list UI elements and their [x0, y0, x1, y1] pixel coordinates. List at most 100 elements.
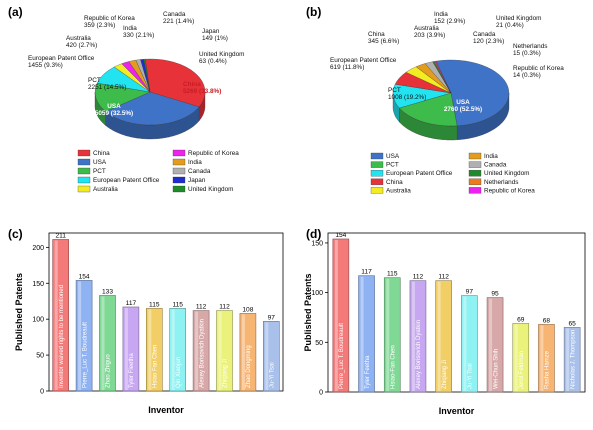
bar-wei-chun-shih — [486, 297, 504, 393]
bar-value-label: 112 — [438, 274, 449, 281]
bar-value-label: 95 — [491, 291, 499, 298]
bar-highlight — [78, 281, 82, 390]
bar-inventor-waived-rights-to-be-mentioned — [52, 239, 70, 392]
bar-category-label: Zhao Dongming — [246, 345, 252, 388]
legend-swatch-netherlands — [468, 178, 482, 185]
legend-entry-pct: PCT — [386, 162, 399, 169]
panel-label: (b) — [306, 5, 321, 19]
legend-entry-canada: Canada — [484, 162, 507, 169]
bar-hsiao-fan-chen — [383, 277, 401, 393]
y-tick-label: 0 — [319, 390, 323, 397]
y-tick-label: 50 — [36, 353, 44, 360]
bar-highlight — [265, 322, 269, 390]
slice-label-republic-of-korea: Republic of Korea 359 (2.3%) — [84, 15, 135, 29]
panel-label: (a) — [8, 5, 23, 19]
bar-highlight — [514, 324, 518, 391]
bar-highlight — [334, 239, 338, 391]
legend-swatch-usa — [370, 152, 384, 160]
pie-slice-pct — [94, 82, 151, 112]
y-axis-label: Published Patents — [303, 273, 313, 351]
bar-highlight — [148, 309, 152, 390]
bar-tyler-feetha — [358, 275, 375, 393]
bar-highlight — [218, 311, 222, 390]
bar-highlight — [54, 240, 58, 390]
bar-category-label: Nicholas J. Thompson — [570, 330, 576, 389]
slice-label-australia: Australia 420 (2.7%) — [66, 35, 97, 49]
y-tick-label: 0 — [40, 389, 44, 396]
bar-category-label: Qin Xiaojun — [176, 357, 182, 388]
slice-label-japan: Japan 149 (1%) — [202, 28, 228, 42]
bar-alexey-borisovich-dyatkin — [192, 310, 210, 392]
legend-swatch-india — [468, 152, 482, 160]
legend-entry-united-kingdom: United Kingdom — [188, 186, 233, 193]
bar-zhao-dongming — [239, 313, 257, 392]
bar-qin-xiaojun — [169, 308, 186, 392]
legend-swatch-china — [77, 149, 91, 157]
legend-swatch-republic-of-korea — [468, 187, 482, 194]
y-tick-label: 100 — [311, 290, 323, 297]
bar-highlight — [411, 281, 415, 391]
bar-value-label: 112 — [413, 274, 424, 281]
bar-value-label: 65 — [568, 320, 576, 327]
legend-entry-india: India — [188, 159, 202, 166]
legend-entry-pct: PCT — [93, 168, 106, 175]
slice-label-australia: Australia 203 (3.9%) — [414, 25, 445, 39]
legend-entry-republic-of-korea: Republic of Korea — [484, 187, 535, 194]
pie-chart-b: (b) USA 2760 (52.5%) PCT 1008 (19.2%) Europea… — [306, 5, 564, 194]
bar-rasha-hamze — [538, 324, 555, 393]
bar-nicholas-j-thompson — [563, 327, 581, 393]
bar-zhiqiang-ji — [216, 310, 233, 392]
y-tick-label: 150 — [311, 240, 323, 247]
legend-swatch-european-patent-office — [77, 176, 91, 184]
legend-entry-european-patent-office: European Patent Office — [93, 177, 160, 184]
legend-swatch-european-patent-office — [370, 170, 384, 177]
bar-value-label: 115 — [172, 301, 183, 308]
legend-swatch-australia — [77, 185, 91, 193]
bar-highlight — [540, 325, 544, 391]
slice-label-united-kingdom: United Kingdom 63 (0.4%) — [199, 51, 244, 65]
bar-highlight — [360, 276, 364, 391]
legend-swatch-usa — [77, 158, 91, 166]
bar-highlight — [566, 328, 570, 391]
slice-label-united-kingdom: United Kingdom 21 (0.4%) — [496, 15, 541, 29]
bar-chart-d: (d) 0 50 100 150 154 Pierre_Luc T. Boudreault 1… — [303, 227, 586, 416]
bar-zhao-zhiguo — [99, 295, 116, 392]
bar-alexey-borisovich-dyatkin — [409, 280, 427, 393]
bar-highlight — [437, 281, 441, 391]
bar-category-label: Ju-Yi Tsai — [468, 363, 474, 389]
bar-value-label: 68 — [543, 317, 551, 324]
legend-entry-india: India — [484, 153, 498, 160]
legend-entry-netherlands: Netherlands — [484, 179, 518, 186]
pie-slice-united-kingdom — [143, 58, 151, 93]
bar-value-label: 112 — [219, 304, 230, 311]
legend-entry-china: China — [93, 150, 110, 157]
legend-swatch-china — [370, 178, 384, 185]
bar-value-label: 108 — [242, 306, 253, 313]
bar-zhiqiang-ji — [435, 280, 452, 393]
legend-swatch-united-kingdom — [468, 170, 482, 177]
slice-label-india: India 152 (2.9%) — [434, 11, 465, 25]
plot-frame — [327, 232, 586, 393]
bar-category-label: Zhao Zhiguo — [106, 354, 112, 388]
panel-label: (d) — [306, 227, 321, 241]
bar-tyler-fleetha — [122, 306, 140, 392]
bar-category-label: Ju-Yi Tsai — [270, 362, 276, 388]
bar-category-label: Hsiao Fan Chen — [153, 345, 159, 388]
legend-swatch-canada — [172, 167, 186, 175]
bar-category-label: Tyler Fleetha — [129, 353, 135, 388]
bar-ju-yi-tsai — [262, 321, 280, 392]
bar-value-label: 112 — [196, 304, 207, 311]
x-axis-label: Inventor — [148, 405, 184, 415]
y-tick-label: 150 — [32, 281, 44, 288]
bar-value-label: 117 — [361, 269, 372, 276]
slice-label-pct: PCT 2251 (14.5%) — [88, 77, 126, 91]
bar-value-label: 154 — [335, 232, 346, 239]
bar-category-label: Jerol Feldman — [519, 351, 525, 389]
legend-swatch-india — [172, 158, 186, 166]
bar-value-label: 211 — [55, 232, 66, 239]
bar-category-label: Hsiao-Fan Chen — [390, 345, 396, 389]
bar-value-label: 97 — [268, 314, 276, 321]
bar-value-label: 133 — [102, 288, 113, 295]
legend-swatch-canada — [468, 161, 482, 168]
legend-entry-usa: USA — [93, 159, 107, 166]
